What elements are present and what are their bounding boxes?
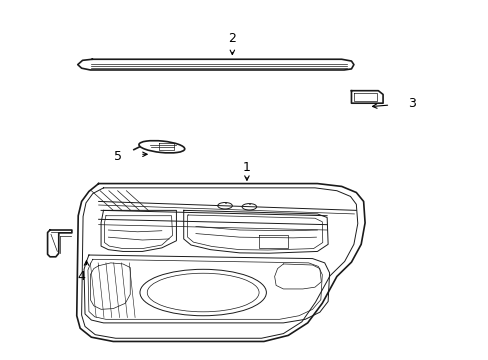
Text: 1: 1 (243, 161, 250, 174)
Text: 4: 4 (78, 270, 85, 283)
Text: 2: 2 (228, 32, 236, 45)
Text: 5: 5 (114, 150, 122, 163)
Text: 3: 3 (407, 97, 415, 110)
